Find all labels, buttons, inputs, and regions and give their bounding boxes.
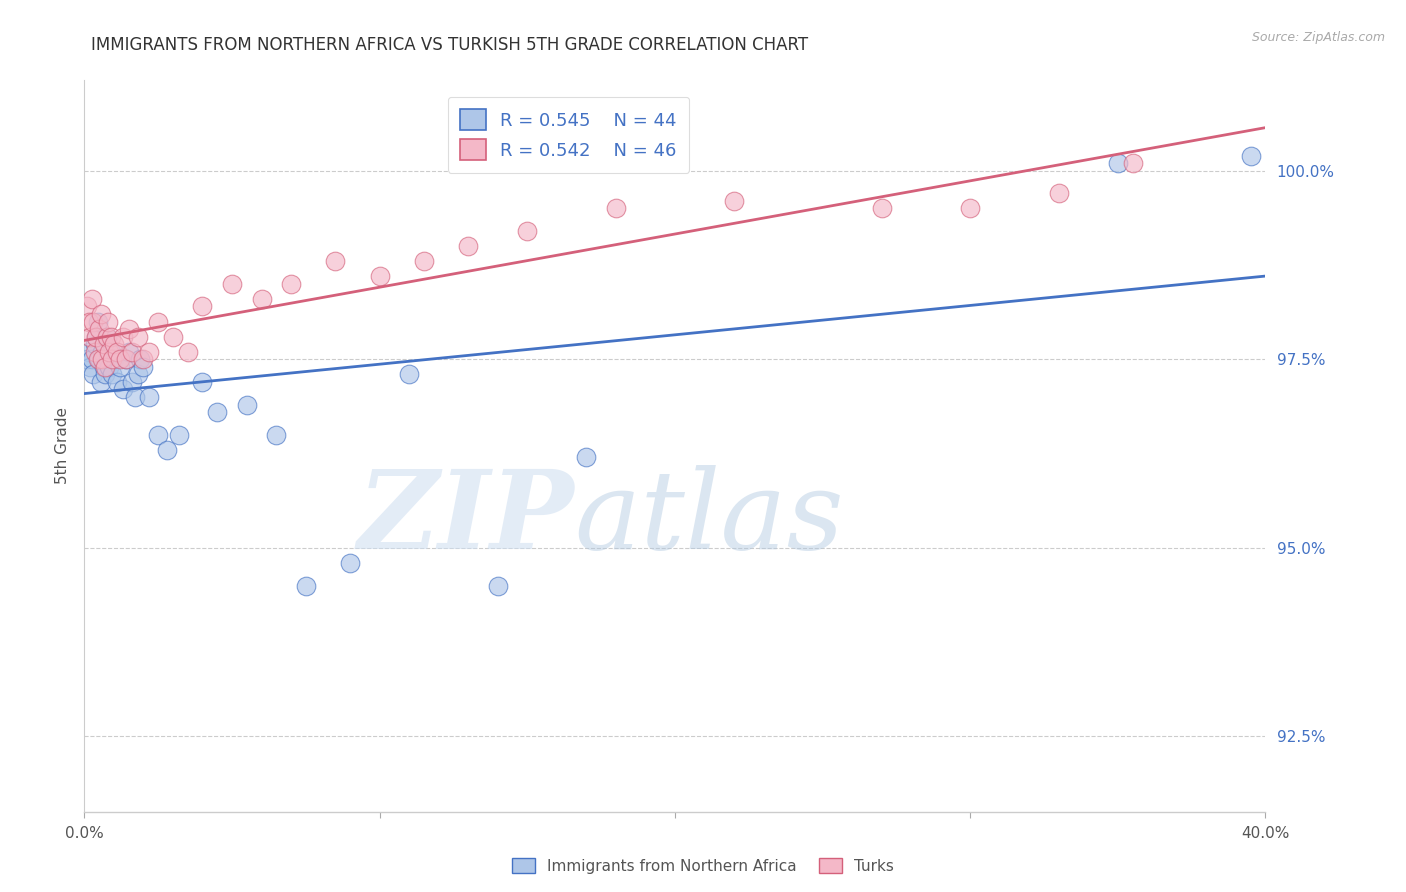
Point: [84, 329, 107, 343]
Point: [162, 329, 184, 343]
Point: [82, 368, 104, 382]
Point: [132, 352, 155, 367]
Point: [86, 315, 108, 329]
Point: [82, 315, 104, 329]
Point: [80, 292, 103, 306]
Point: [76, 352, 98, 367]
Point: [325, 254, 347, 268]
Point: [83, 337, 105, 351]
Point: [118, 322, 141, 336]
Point: [605, 202, 627, 216]
Point: [167, 427, 190, 442]
Point: [96, 329, 118, 343]
Point: [207, 405, 229, 419]
Point: [295, 578, 318, 592]
Point: [98, 344, 121, 359]
Point: [111, 383, 134, 397]
Point: [1107, 156, 1129, 170]
Point: [98, 359, 121, 374]
Point: [86, 352, 108, 367]
Point: [129, 352, 152, 367]
Point: [127, 329, 149, 343]
Point: [108, 352, 131, 367]
Point: [93, 359, 115, 374]
Point: [108, 359, 131, 374]
Point: [79, 329, 101, 343]
Point: [148, 427, 170, 442]
Point: [80, 352, 103, 367]
Point: [94, 359, 117, 374]
Point: [266, 427, 288, 442]
Legend: Immigrants from Northern Africa, Turks: Immigrants from Northern Africa, Turks: [506, 852, 900, 880]
Point: [236, 398, 259, 412]
Text: atlas: atlas: [575, 466, 844, 573]
Point: [76, 300, 98, 314]
Point: [93, 337, 115, 351]
Point: [87, 352, 111, 367]
Point: [97, 315, 120, 329]
Point: [83, 344, 105, 359]
Text: IMMIGRANTS FROM NORTHERN AFRICA VS TURKISH 5TH GRADE CORRELATION CHART: IMMIGRANTS FROM NORTHERN AFRICA VS TURKI…: [91, 36, 808, 54]
Point: [575, 450, 598, 465]
Point: [100, 344, 122, 359]
Point: [100, 329, 122, 343]
Point: [114, 352, 136, 367]
Point: [91, 352, 114, 367]
Point: [1047, 186, 1070, 201]
Point: [118, 344, 141, 359]
Point: [111, 329, 134, 343]
Point: [368, 269, 391, 284]
Point: [132, 359, 155, 374]
Point: [101, 352, 124, 367]
Text: ZIP: ZIP: [359, 466, 575, 573]
Point: [413, 254, 436, 268]
Point: [105, 344, 128, 359]
Point: [486, 578, 509, 592]
Point: [94, 368, 117, 382]
Point: [105, 375, 128, 389]
Point: [1240, 149, 1263, 163]
Point: [191, 375, 214, 389]
Point: [191, 300, 214, 314]
Point: [90, 375, 112, 389]
Point: [398, 368, 420, 382]
Point: [77, 344, 100, 359]
Legend: R = 0.545    N = 44, R = 0.542    N = 46: R = 0.545 N = 44, R = 0.542 N = 46: [447, 96, 689, 173]
Point: [156, 442, 179, 457]
Point: [84, 329, 107, 343]
Point: [77, 315, 100, 329]
Point: [870, 202, 893, 216]
Point: [1122, 156, 1144, 170]
Point: [516, 224, 538, 238]
Point: [90, 307, 112, 321]
Point: [79, 359, 101, 374]
Point: [91, 344, 114, 359]
Point: [96, 329, 118, 343]
Point: [339, 556, 361, 570]
Point: [101, 368, 124, 382]
Point: [959, 202, 981, 216]
Y-axis label: 5th Grade: 5th Grade: [55, 408, 70, 484]
Text: Source: ZipAtlas.com: Source: ZipAtlas.com: [1251, 31, 1385, 45]
Point: [121, 344, 143, 359]
Point: [457, 239, 479, 253]
Point: [250, 292, 273, 306]
Point: [148, 315, 170, 329]
Point: [103, 352, 125, 367]
Point: [124, 390, 146, 404]
Point: [121, 375, 143, 389]
Point: [127, 368, 149, 382]
Point: [114, 352, 136, 367]
Point: [97, 352, 120, 367]
Point: [87, 322, 111, 336]
Point: [177, 344, 200, 359]
Point: [138, 390, 160, 404]
Point: [103, 337, 125, 351]
Point: [221, 277, 243, 291]
Point: [138, 344, 160, 359]
Point: [280, 277, 302, 291]
Point: [723, 194, 745, 208]
